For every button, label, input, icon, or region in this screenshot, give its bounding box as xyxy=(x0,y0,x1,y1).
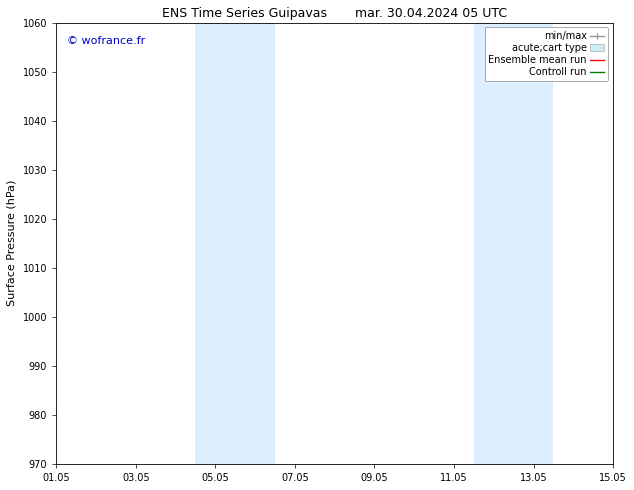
Y-axis label: Surface Pressure (hPa): Surface Pressure (hPa) xyxy=(7,180,17,306)
Bar xyxy=(474,23,553,464)
Text: © wofrance.fr: © wofrance.fr xyxy=(67,36,146,46)
Legend: min/max, acute;cart type, Ensemble mean run, Controll run: min/max, acute;cart type, Ensemble mean … xyxy=(484,27,608,81)
Title: ENS Time Series Guipavas       mar. 30.04.2024 05 UTC: ENS Time Series Guipavas mar. 30.04.2024… xyxy=(162,7,507,20)
Bar xyxy=(195,23,275,464)
